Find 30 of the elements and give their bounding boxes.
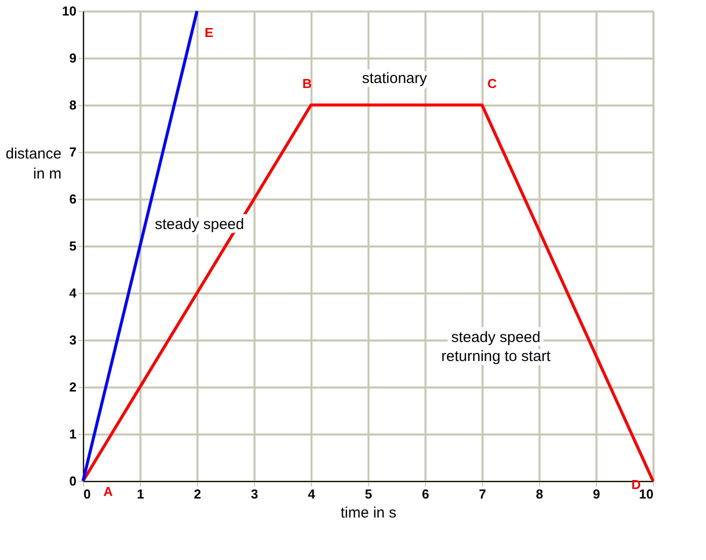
annotation: stationary [362,70,428,87]
x-tick-label: 1 [136,486,144,502]
y-tick-label: 5 [69,238,76,254]
annotation: steady speed returning to start [441,329,552,365]
y-axis-title: distance in m [6,146,62,182]
y-tick-label: 1 [69,426,76,442]
x-tick-label: 7 [478,486,486,502]
y-tick-label: 3 [69,332,76,348]
y-tick-label: 6 [69,192,76,206]
y-tick-label: 8 [69,98,76,112]
annotation: B [302,76,312,91]
y-tick-label: 10 [62,4,76,18]
x-tick-label: 9 [592,486,600,502]
x-tick-label: 10 [639,486,654,502]
y-tick-label: 2 [69,380,76,394]
y-tick-label: 9 [69,50,76,66]
x-tick-label: 6 [422,486,430,502]
x-tick-label: 5 [364,486,372,502]
annotation: E [204,25,214,40]
x-tick-label: 8 [536,486,544,502]
x-axis-title: time in s [340,504,396,522]
y-tick-label: 0 [69,474,76,488]
annotation: C [487,76,498,91]
x-tick-label: 0 [84,486,91,502]
x-tick-label: 4 [308,486,316,502]
y-tick-label: 7 [69,144,76,160]
x-tick-label: 3 [250,486,258,502]
y-tick-label: 4 [69,286,78,300]
x-tick-label: 2 [194,486,202,502]
annotation: A [103,484,114,499]
